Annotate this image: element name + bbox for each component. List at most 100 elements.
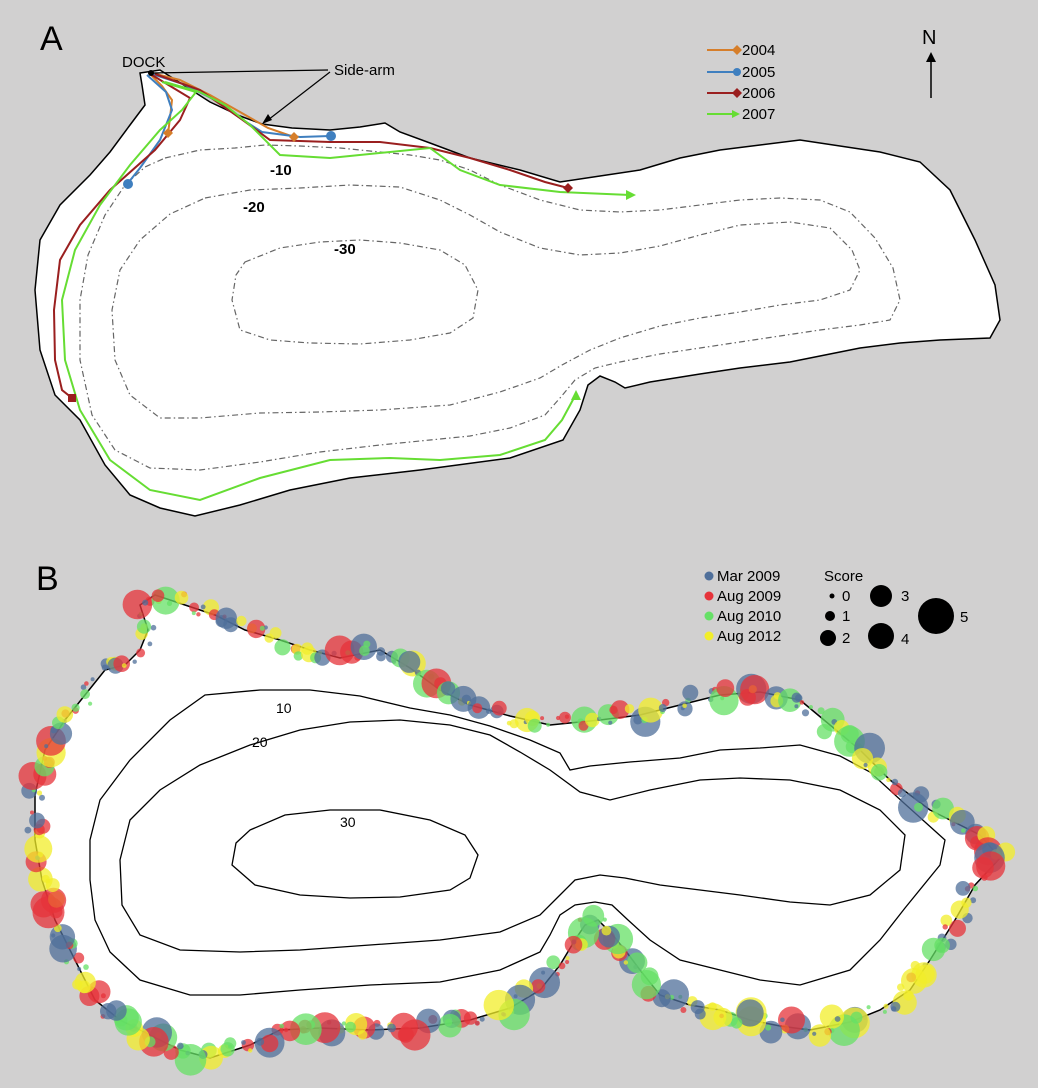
survey-bubble: [976, 851, 1006, 881]
survey-bubble: [83, 964, 89, 970]
legend-dot-mar2009: [704, 571, 714, 581]
survey-bubble: [440, 681, 456, 696]
survey-bubble: [142, 599, 149, 606]
survey-bubble: [981, 874, 988, 881]
score-dot-5: [918, 598, 954, 634]
legend-label-aug2009: Aug 2009: [717, 588, 781, 605]
survey-bubble: [623, 960, 628, 965]
survey-bubble: [972, 885, 979, 892]
survey-bubble: [658, 704, 667, 712]
track-2006-marker-east: [563, 183, 573, 193]
survey-bubble: [24, 826, 32, 834]
survey-bubble: [483, 989, 514, 1021]
survey-bubble: [699, 1003, 727, 1031]
survey-bubble: [223, 617, 239, 633]
survey-bubble: [564, 714, 570, 719]
lake-shoreline-a: [34, 69, 1001, 517]
survey-bubble: [30, 810, 34, 815]
depth-label-20: -20: [243, 199, 265, 216]
survey-bubble: [765, 1024, 772, 1031]
survey-bubble: [816, 724, 833, 740]
track-2007: [60, 81, 576, 502]
survey-bubble: [472, 703, 483, 714]
legend-dot-aug2012: [704, 631, 714, 641]
dock-label: DOCK: [122, 54, 165, 71]
survey-bubble: [191, 611, 196, 616]
survey-bubble: [247, 619, 266, 639]
track-2004: [149, 73, 174, 135]
survey-bubble: [677, 701, 693, 717]
survey-bubble: [819, 1004, 845, 1029]
survey-bubble: [556, 715, 561, 721]
track-2004-marker: [163, 128, 173, 138]
legend-marker-2007: [732, 110, 740, 118]
survey-bubble: [260, 1034, 279, 1053]
legend-marker-2004: [732, 45, 742, 55]
survey-bubble: [479, 1016, 485, 1022]
survey-bubble: [897, 789, 907, 798]
survey-bubble: [398, 650, 421, 673]
legend-label-2005: 2005: [742, 64, 775, 81]
survey-bubble: [961, 828, 966, 833]
survey-bubble: [886, 777, 891, 783]
contour-20-b: [119, 719, 906, 953]
survey-bubble: [100, 1003, 117, 1020]
survey-bubble: [136, 619, 152, 634]
contour-30-b: [231, 809, 479, 899]
survey-bubble: [897, 983, 905, 991]
survey-bubble: [950, 900, 969, 919]
legend-marker-2006: [732, 88, 742, 98]
track-2006-marker: [68, 394, 76, 402]
track-2004-east: [151, 72, 295, 138]
north-label: N: [922, 27, 936, 49]
survey-bubble: [166, 600, 173, 606]
survey-bubble: [866, 1005, 871, 1010]
survey-bubble: [36, 790, 43, 796]
survey-bubble: [914, 802, 923, 812]
survey-bubble: [474, 1020, 480, 1026]
year-legend: 2004 2005 2006 2007: [707, 42, 775, 123]
score-label-1: 1: [842, 608, 850, 625]
survey-bubble: [136, 648, 146, 658]
survey-bubble: [387, 1023, 396, 1033]
survey-bubble: [955, 881, 971, 896]
survey-bubble: [680, 1007, 687, 1013]
contour-10-a: [79, 144, 901, 471]
survey-bubble: [812, 1031, 817, 1036]
survey-bubble: [682, 703, 687, 709]
survey-bubble: [799, 700, 805, 705]
survey-bubble: [39, 794, 45, 801]
survey-bubble: [716, 679, 735, 697]
score-label-3: 3: [901, 588, 909, 605]
panel-b-map: B 10 20 30 Mar 2009 Aug 2009 Aug 2010 Au…: [0, 540, 1038, 1088]
survey-bubble: [24, 834, 53, 863]
survey-bubble: [640, 967, 659, 986]
survey-bubble: [28, 866, 53, 892]
survey-bubble: [531, 979, 546, 994]
legend-dot-aug2010: [704, 611, 714, 621]
depth-label-20-b: 20: [252, 734, 268, 750]
track-2007-arrow-south: [571, 390, 581, 400]
score-label-5: 5: [960, 609, 968, 626]
survey-bubble: [101, 664, 108, 671]
survey-bubble: [84, 681, 89, 686]
survey-legend: Mar 2009 Aug 2009 Aug 2010 Aug 2012: [704, 568, 781, 645]
survey-bubble: [44, 744, 49, 749]
survey-bubble: [147, 641, 153, 647]
legend-label-2006: 2006: [742, 85, 775, 102]
track-2006: [52, 74, 192, 399]
survey-bubble: [949, 919, 966, 937]
survey-bubble: [513, 994, 518, 999]
track-2006-east: [154, 73, 569, 189]
survey-bubble: [682, 684, 699, 701]
survey-bubble: [870, 764, 888, 781]
survey-bubble: [898, 792, 929, 823]
survey-bubble: [274, 639, 291, 656]
track-2005-marker-east: [326, 131, 336, 141]
survey-bubble: [546, 722, 551, 727]
survey-bubble: [863, 762, 868, 768]
legend-marker-2005: [733, 68, 741, 76]
survey-bubble: [397, 1026, 414, 1043]
survey-bubble: [359, 645, 370, 656]
contour-30-a: [231, 239, 479, 345]
